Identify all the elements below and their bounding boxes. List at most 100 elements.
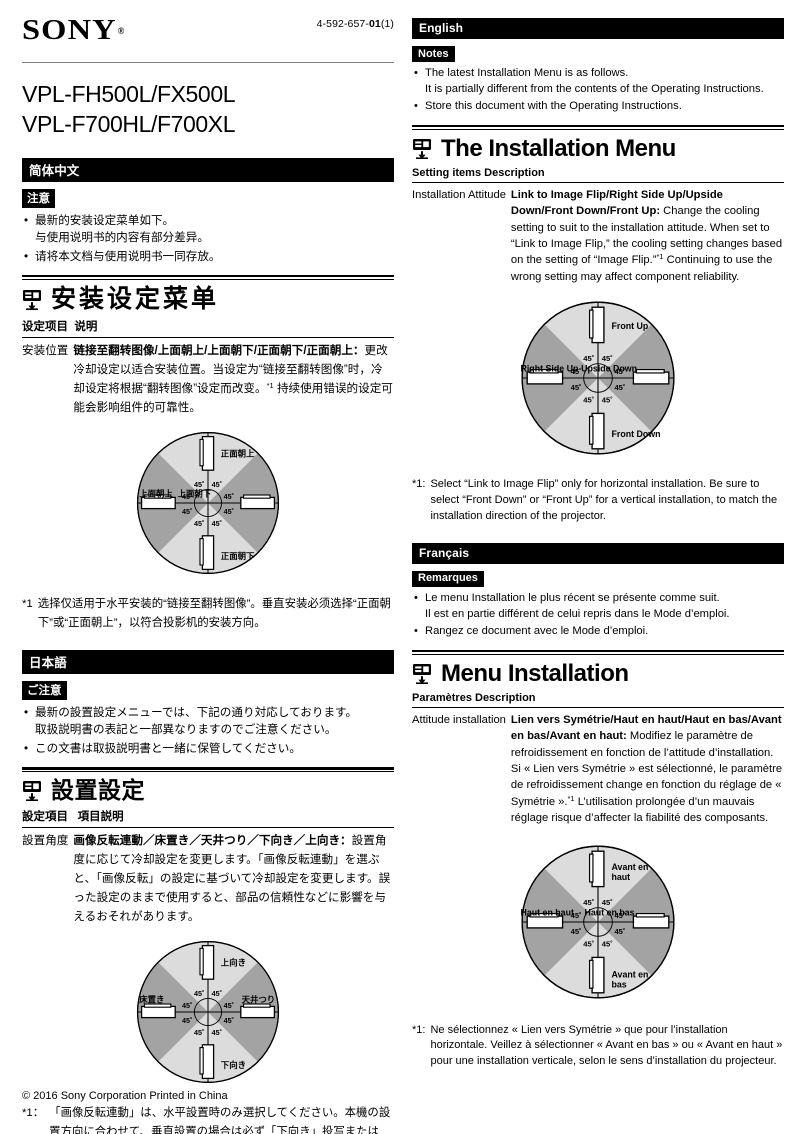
menu-heading-rules [22,274,394,280]
installation-menu-icon [23,289,41,310]
bullet-icon: • [414,99,418,112]
note-text: Le menu Installation le plus récent se p… [425,591,720,604]
bullet-icon: • [414,67,418,79]
diagram-label-top: Avant en [611,861,648,871]
note-subtext: 取扱説明書の表記と一部異なりますのでご注意ください。 [35,723,337,737]
setting-body-tail: 持续使用错误的设定可能会影响组件的可靠性。 [73,381,393,414]
doc-number-revision: 01 [368,18,381,30]
svg-text:45˚: 45˚ [614,926,625,935]
svg-text:45˚: 45˚ [583,939,594,948]
notes-tag-chinese: 注意 [22,188,55,208]
note-item: • Le menu Installation le plus récent se … [412,591,784,623]
doc-number-prefix: 4-592-657- [316,18,369,30]
installation-attitude-diagram-french: 45˚ 45˚ 45˚ 45˚ 45˚ 45˚ 45˚ 45˚ Avant en [480,837,716,1012]
bullet-icon: • [24,705,29,719]
diagram-label-left: Right Side Up [520,363,578,373]
menu-heading-japanese: 設置設定 [22,779,394,802]
svg-text:45˚: 45˚ [571,910,582,919]
table-header-divider [22,336,394,339]
column-header-description: Description [475,691,536,704]
diagram-label-bottom-line2: bas [611,979,626,989]
note-item: • Rangez ce document avec le Mode d’emplo… [412,624,784,640]
note-text: The latest Installation Menu is as follo… [425,67,629,79]
svg-text:45˚: 45˚ [212,989,222,998]
setting-body-tail: L’utilisation prolongée d’un mauvais rég… [510,795,769,825]
diagram-label-left: 上面朝上 [139,489,173,499]
model-names: VPL-FH500L/FX500L VPL-F700HL/F700XL [22,79,394,140]
bullet-icon: • [24,249,29,263]
sony-logo: SONY® [22,14,124,47]
svg-text:45˚: 45˚ [194,1029,204,1038]
menu-heading-rules [412,649,784,655]
footnote-mark: *1： [22,1107,45,1120]
note-item: • Store this document with the Operating … [412,99,784,115]
setting-description: 画像反転連動／床置き／天井つり／下向き／上向き：設置角度に応じて冷却設定を変更し… [73,832,394,926]
note-text: 最新的安装设定菜单如下。 [35,213,175,227]
footnote-text: Ne sélectionnez « Lien vers Symétrie » q… [430,1023,783,1068]
note-text: 请将本文档与使用说明书一同存放。 [35,249,221,263]
note-subtext: 与使用说明书的内容有部分差异。 [35,231,209,245]
notes-list-japanese: • 最新の設置設定メニューでは、下記の通り対応しております。 取扱説明書の表記と一部… [22,704,394,757]
footnote-ref: *1 [567,793,575,803]
copyright-notice: © 2016 Sony Corporation Printed in China [22,1090,228,1102]
setting-item-name: Installation Attitude [412,189,506,202]
diagram-label-right: 上面朝下 [178,489,212,499]
footnote-text: 「画像反転連動」は、水平設置時のみ選択してください。本機の設置方向に合わせて、垂… [49,1107,391,1134]
svg-text:45˚: 45˚ [583,898,594,907]
installation-menu-icon [413,139,431,160]
diagram-label-right: Haut en bas [585,907,635,917]
svg-text:45˚: 45˚ [602,898,613,907]
notes-tag-japanese: ご注意 [22,680,67,700]
svg-text:45˚: 45˚ [212,1029,222,1038]
setting-description: Link to Image Flip/Right Side Up/Upside … [511,187,784,285]
registered-trademark-icon: ® [117,26,124,36]
sony-wordmark: SONY [22,14,117,46]
svg-text:45˚: 45˚ [212,520,222,529]
menu-heading-rules [22,767,394,773]
table-header-divider [412,181,784,184]
language-bar-french: Français [412,542,784,564]
doc-number-suffix: (1) [380,18,394,30]
svg-text:45˚: 45˚ [583,396,594,405]
column-header-description: 说明 [74,320,98,333]
menu-title-japanese: 設置設定 [51,777,145,804]
footnote-ref: *1 [656,252,664,262]
setting-options: Link to Image Flip/Right Side Up/Upside … [510,189,723,218]
diagram-wrap-chinese: 45˚ 45˚ 45˚ 45˚ 45˚ 45˚ 45˚ 45˚ 正面朝上 [22,427,394,584]
attitude-diagram-svg: 45˚ 45˚ 45˚ 45˚ 45˚ 45˚ 45˚ 45˚ Avant en [520,844,675,999]
setting-item-name: 設置角度 [22,834,69,848]
svg-text:45˚: 45˚ [571,383,582,392]
setting-row-chinese: 安装位置 链接至翻转图像/上面朝上/上面朝下/正面朝下/正面朝上：更改冷却设定以… [22,342,394,417]
diagram-label-top: 上向き [221,958,246,968]
svg-text:45˚: 45˚ [224,1001,234,1010]
setting-body-tail: Continuing to use the wrong setting may … [510,254,773,283]
setting-item-name: Attitude installation [412,714,506,727]
svg-text:45˚: 45˚ [224,1017,234,1026]
model-line-2: VPL-F700HL/F700XL [22,111,236,138]
note-text: この文書は取扱説明書と一緒に保管してください。 [35,741,301,755]
installation-menu-icon [23,781,41,802]
installation-attitude-diagram-chinese: 45˚ 45˚ 45˚ 45˚ 45˚ 45˚ 45˚ 45˚ 正面朝上 [103,427,313,584]
footnote-chinese: *1 选择仅适用于水平安装的“链接至翻转图像”。垂直安装必须选择“正面朝下”或“… [22,595,394,632]
menu-title-french: Menu Installation [441,659,629,687]
diagram-label-top: Front Up [611,321,648,331]
installation-menu-icon [413,664,431,685]
footnote-english: *1: Select “Link to Image Flip” only for… [412,477,784,525]
right-column: English Notes • The latest Installation M… [412,0,784,1070]
note-text: Rangez ce document avec le Mode d’emploi… [425,624,649,637]
bullet-icon: • [414,591,418,604]
menu-heading-french: Menu Installation [412,659,784,687]
column-header-description: 項目説明 [77,811,124,824]
menu-heading-rules [412,124,784,130]
language-bar-english: English [412,18,784,39]
setting-body: 更改冷却设定以适合安装位置。当设定为“链接至翻转图像”时，冷却设定将根据“翻转图… [73,344,388,395]
footnote-mark: *1 [22,598,33,611]
setting-row-french: Attitude installation Lien vers Symétrie… [412,712,784,826]
footnote-mark: *1: [412,1023,426,1036]
diagram-label-top-line2: haut [611,871,630,881]
footnote-ref: *1 [266,380,274,390]
footnote-french: *1: Ne sélectionnez « Lien vers Symétrie… [412,1023,784,1071]
setting-options: 链接至翻转图像/上面朝上/上面朝下/正面朝下/正面朝上： [73,344,365,358]
masthead-divider [22,62,394,63]
diagram-wrap-french: 45˚ 45˚ 45˚ 45˚ 45˚ 45˚ 45˚ 45˚ Avant en [412,837,784,1012]
